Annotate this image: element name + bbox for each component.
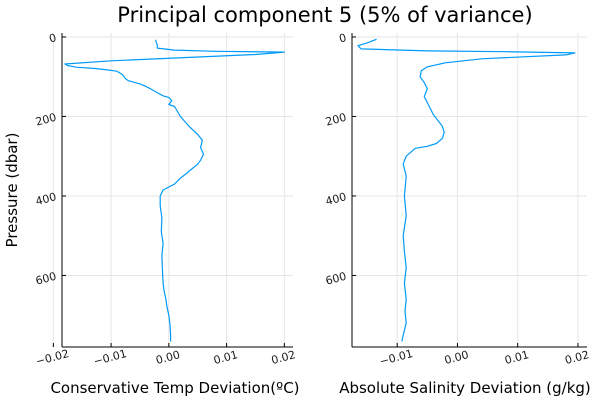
left-panel-series-line xyxy=(64,39,285,342)
right-panel-x-tick-label: 0.02 xyxy=(564,348,591,367)
left-panel-x-tick-label: 0.01 xyxy=(212,348,239,367)
right-panel-axes xyxy=(351,33,587,348)
left-panel-axes xyxy=(52,33,293,348)
left-panel-y-tick-label: 200 xyxy=(34,111,58,129)
left-panel-series xyxy=(64,39,285,342)
right-panel-series xyxy=(357,38,576,342)
left-panel-x-axis-label: Conservative Temp Deviation(ºC) xyxy=(50,379,299,397)
right-panel-grid xyxy=(352,33,587,347)
right-panel-y-tick-label: 200 xyxy=(324,111,348,129)
right-panel-y-tick-label: 600 xyxy=(324,270,348,288)
right-panel-y-tick-label: 400 xyxy=(324,190,348,208)
right-panel-x-axis-label: Absolute Salinity Deviation (g/kg) xyxy=(339,379,591,397)
figure-title: Principal component 5 (5% of variance) xyxy=(117,3,532,27)
right-panel-y-tick-label: 0 xyxy=(338,31,348,45)
right-panel-x-tick-label: 0.01 xyxy=(503,348,530,367)
left-panel-grid xyxy=(52,33,293,347)
left-panel-y-tick-label: 600 xyxy=(34,270,58,288)
left-panel-y-tick-label: 400 xyxy=(34,190,58,208)
left-panel-y-tick-label: 0 xyxy=(48,31,58,45)
right-panel-x-tick-label: 0.00 xyxy=(443,348,470,367)
right-panel-series-line xyxy=(357,38,576,342)
left-panel-x-tick-label: 0.00 xyxy=(154,348,181,367)
left-panel-y-axis-label: Pressure (dbar) xyxy=(3,133,21,248)
left-panel-x-tick-label: 0.02 xyxy=(270,348,297,367)
